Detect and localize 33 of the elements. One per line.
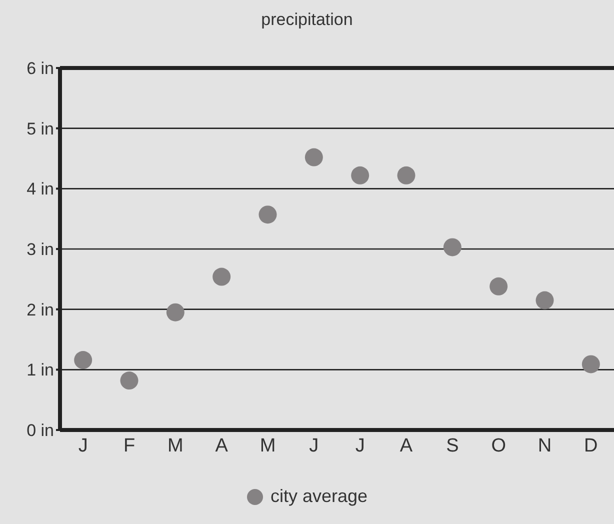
point (490, 277, 508, 296)
x-tick-label: A (215, 435, 228, 456)
point (443, 238, 462, 256)
point (74, 351, 92, 369)
x-tick-label: J (309, 435, 319, 456)
x-tick-label: F (123, 435, 136, 456)
y-tick-label: 2 in (26, 300, 54, 320)
legend-label: city average (270, 486, 368, 507)
point (212, 268, 231, 286)
y-tick-label: 0 in (26, 421, 54, 440)
y-tick-label: 3 in (26, 240, 54, 260)
x-tick-label: J (355, 435, 365, 456)
x-tick-label: D (584, 435, 598, 456)
point (304, 148, 323, 166)
chart-title: precipitation (260, 10, 354, 30)
x-tick-label: M (168, 435, 184, 456)
point (397, 166, 416, 184)
point (258, 206, 277, 224)
point (536, 291, 554, 310)
x-tick-label: J (78, 435, 88, 456)
point (166, 303, 184, 322)
y-tick-label: 1 in (26, 360, 54, 380)
x-tick-label: A (400, 435, 413, 456)
y-tick-label: 6 in (26, 59, 54, 78)
x-tick-label: S (446, 435, 459, 456)
x-tick-label: M (260, 435, 276, 456)
y-tick-label: 4 in (26, 180, 54, 199)
point (351, 166, 370, 184)
x-tick-label: N (538, 435, 552, 456)
point (120, 372, 138, 390)
point (582, 355, 600, 374)
y-tick-label: 5 in (26, 119, 54, 138)
x-tick-label: O (491, 435, 506, 456)
